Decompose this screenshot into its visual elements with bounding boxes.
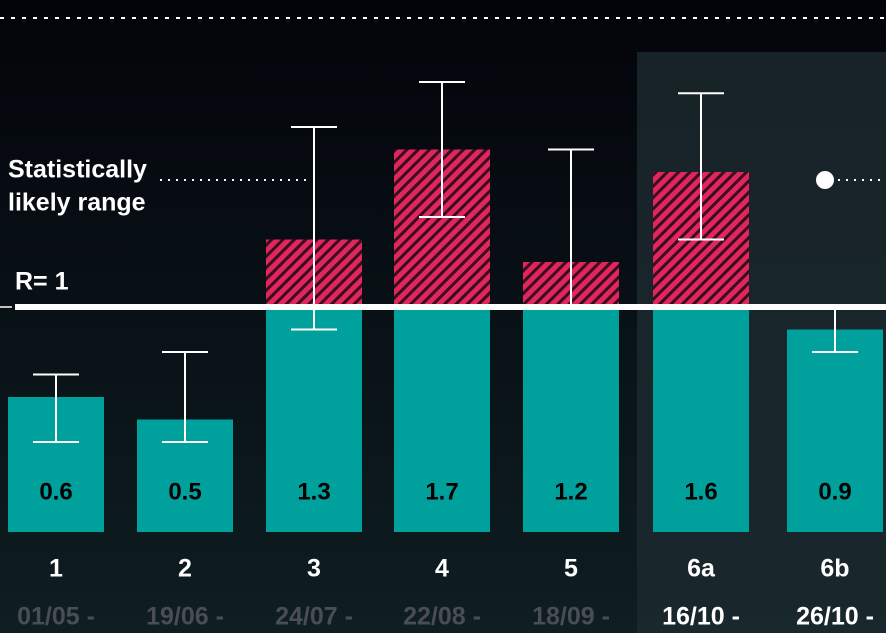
error-bar [291,126,337,331]
annotation-dot [816,171,834,189]
date-label: 16/10 - [662,603,740,631]
value-label: 1.3 [297,478,330,505]
x-tick-label: 6b [820,555,849,583]
error-bar [33,373,79,443]
value-label: 0.6 [39,478,72,505]
x-tick-label: 4 [435,555,449,583]
date-label: 01/05 - [17,603,95,631]
value-label: 0.9 [818,478,851,505]
bar [653,307,749,532]
value-label: 1.6 [684,478,717,505]
x-tick-label: 1 [49,555,63,583]
error-bar [548,148,594,308]
error-bar [678,92,724,241]
bar [394,307,490,532]
date-label: 26/10 - [796,603,874,631]
value-label: 1.7 [425,478,458,505]
value-label: 1.2 [554,478,587,505]
error-bar [419,81,465,218]
date-label: 22/08 - [403,603,481,631]
x-tick-label: 5 [564,555,578,583]
error-bar [812,306,858,353]
error-bar [162,351,208,443]
bar [266,307,362,532]
annotation: likely range [8,189,146,217]
date-label: 18/09 - [532,603,610,631]
x-tick-label: 3 [307,555,321,583]
value-label: 0.5 [168,478,201,505]
bar [523,307,619,532]
date-label: 19/06 - [146,603,224,631]
x-tick-label: 2 [178,555,192,583]
date-label: 24/07 - [275,603,353,631]
bar [787,329,883,532]
reference-label: R= 1 [15,268,69,296]
x-tick-label: 6a [687,555,716,583]
annotation: Statistically [8,156,147,184]
